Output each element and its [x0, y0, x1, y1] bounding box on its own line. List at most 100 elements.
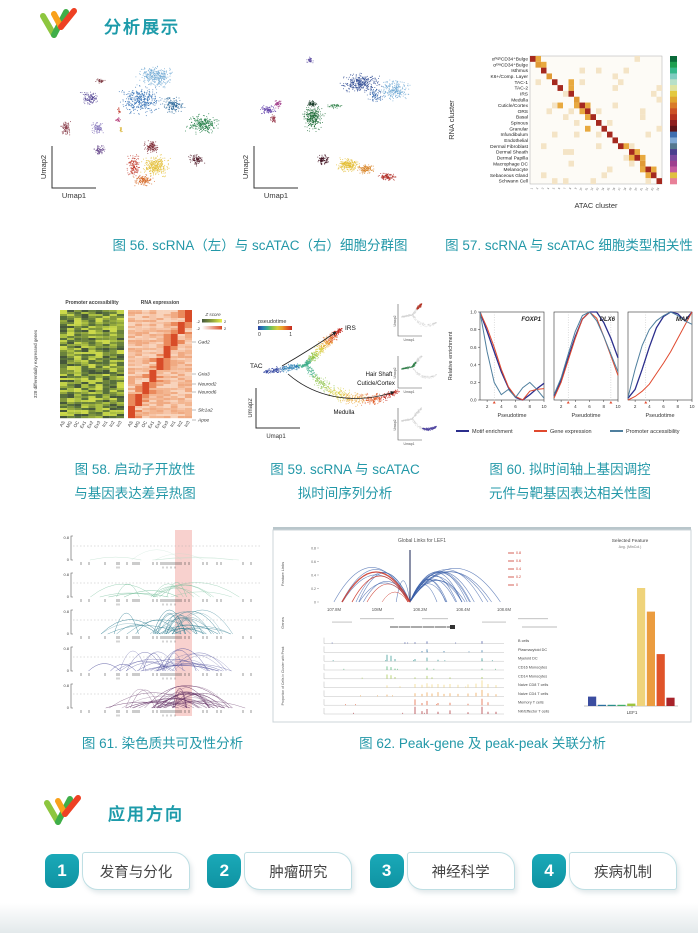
section-title-applications: 应用方向 — [108, 804, 184, 824]
svg-text:17: 17 — [617, 187, 622, 192]
application-number-badge: 1 — [45, 854, 79, 888]
caption-fig60-line2: 元件与靶基因表达相关性图 — [489, 486, 651, 501]
svg-text:IRS: IRS — [520, 91, 528, 97]
svg-text:In2: In2 — [108, 420, 116, 428]
application-item-1: 1 发育与分化 — [45, 852, 190, 890]
caption-fig59: 图 59. scRNA 与 scATAC 拟时间序列分析 — [255, 458, 435, 506]
svg-text:MG: MG — [65, 420, 73, 429]
brand-logo-icon — [40, 8, 77, 38]
svg-text:Macrophage DC: Macrophage DC — [493, 161, 528, 167]
svg-text:10: 10 — [578, 187, 583, 192]
application-item-2: 2 肿瘤研究 — [207, 852, 353, 890]
svg-text:Basal: Basal — [516, 115, 528, 121]
svg-text:8: 8 — [568, 187, 572, 190]
svg-text:Dermal Fibroblast: Dermal Fibroblast — [490, 144, 529, 150]
svg-text:23: 23 — [650, 187, 655, 192]
application-item-3: 3 神经科学 — [369, 852, 515, 890]
page-bottom-shade — [0, 903, 698, 933]
svg-text:Umap1: Umap1 — [264, 191, 288, 200]
caption-fig60: 图 60. 拟时间轴上基因调控 元件与靶基因表达相关性图 — [445, 458, 695, 506]
application-number-badge: 4 — [531, 854, 566, 888]
svg-text:ATAC cluster: ATAC cluster — [574, 201, 618, 210]
application-label: 疾病机制 — [568, 852, 677, 890]
section-header-analysis: 分析展示 — [38, 8, 180, 42]
svg-text:Ex2: Ex2 — [86, 420, 94, 430]
svg-text:Isthmus: Isthmus — [511, 68, 528, 74]
svg-text:αʰⁱᵍʰCD34⁺Bulge: αʰⁱᵍʰCD34⁺Bulge — [492, 57, 529, 63]
application-item-4: 4 疾病机制 — [531, 852, 677, 890]
svg-text:Cuticle/Cortex: Cuticle/Cortex — [498, 103, 529, 109]
svg-text:328 differentially expressed g: 328 differentially expressed genes — [33, 329, 38, 398]
svg-text:Schwann Cell: Schwann Cell — [499, 179, 528, 185]
svg-text:In3: In3 — [115, 420, 123, 428]
svg-text:7: 7 — [562, 187, 566, 190]
caption-fig62: 图 62. Peak-gene 及 peak-peak 关联分析 — [359, 736, 606, 751]
svg-text:1: 1 — [529, 187, 533, 190]
svg-text:21: 21 — [639, 187, 644, 192]
svg-text:Umap1: Umap1 — [62, 191, 86, 200]
fig61-coaccessibility-arcs: 0.800.800.800.800.80 — [63, 530, 261, 717]
svg-text:Spinous: Spinous — [511, 121, 529, 127]
svg-text:19: 19 — [628, 187, 633, 192]
svg-text:9: 9 — [573, 187, 577, 190]
svg-text:Melanocyte: Melanocyte — [503, 167, 528, 173]
application-label: 发育与分化 — [82, 852, 190, 890]
svg-text:AS: AS — [59, 420, 66, 428]
svg-text:3: 3 — [540, 187, 544, 190]
svg-text:RNA cluster: RNA cluster — [447, 100, 456, 140]
svg-text:Infundibulum: Infundibulum — [501, 132, 528, 138]
svg-text:22: 22 — [644, 187, 649, 192]
svg-text:In1: In1 — [101, 420, 109, 428]
svg-text:Umap2: Umap2 — [241, 155, 250, 179]
svg-text:18: 18 — [622, 187, 627, 192]
svg-text:ORS: ORS — [518, 109, 528, 115]
svg-text:TAC-2: TAC-2 — [514, 86, 528, 92]
caption-fig60-line1: 图 60. 拟时间轴上基因调控 — [489, 462, 651, 477]
svg-text:Sebaceous Gland: Sebaceous Gland — [490, 173, 528, 179]
fig58-diff-heatmap: 328 differentially expressed genes Promot… — [33, 300, 227, 430]
svg-text:TAC-1: TAC-1 — [514, 80, 528, 86]
svg-text:RNA expression: RNA expression — [141, 300, 179, 306]
caption-fig59-line2: 拟时间序列分析 — [297, 486, 393, 501]
fig56-umap-scrna: Umap1 Umap2 — [39, 65, 220, 200]
svg-text:5: 5 — [551, 187, 555, 190]
svg-text:Promoter accessibility: Promoter accessibility — [65, 300, 119, 306]
svg-text:16: 16 — [611, 187, 616, 192]
application-number-badge: 2 — [207, 854, 242, 888]
svg-text:2: 2 — [535, 187, 539, 190]
caption-fig56: 图 56. scRNA（左）与 scATAC（右）细胞分群图 — [112, 238, 408, 253]
section-header-applications: 应用方向 — [42, 795, 184, 829]
svg-text:Endothelial: Endothelial — [504, 138, 528, 144]
svg-text:Ex3: Ex3 — [93, 420, 101, 430]
fig57-correlation-heatmap: αʰⁱᵍʰCD34⁺BulgeαˡᵒʷCD34⁺BulgeIsthmusK6+/… — [447, 55, 677, 210]
svg-text:OC: OC — [72, 419, 80, 428]
svg-text:15: 15 — [606, 187, 611, 192]
svg-text:Medulla: Medulla — [511, 97, 528, 103]
svg-text:K6+/Comp. Layer: K6+/Comp. Layer — [491, 74, 529, 80]
application-list: 1 发育与分化 2 肿瘤研究 3 神经科学 4 疾病机制 — [45, 852, 677, 890]
svg-text:4: 4 — [546, 187, 550, 190]
svg-text:12: 12 — [589, 187, 594, 192]
fig56-umap-scatac: Umap1 Umap2 — [241, 56, 411, 200]
caption-fig57: 图 57. scRNA 与 scATAC 细胞类型相关性 — [445, 238, 693, 253]
caption-fig58: 图 58. 启动子开放性 与基因表达差异热图 — [40, 458, 230, 506]
application-label: 肿瘤研究 — [244, 852, 353, 890]
section-title-analysis: 分析展示 — [104, 17, 180, 37]
caption-fig59-line1: 图 59. scRNA 与 scATAC — [270, 462, 420, 477]
svg-text:Dermal Papilla: Dermal Papilla — [497, 155, 529, 161]
svg-text:20: 20 — [633, 187, 638, 192]
svg-text:Dermal Sheath: Dermal Sheath — [496, 150, 528, 156]
application-number-badge: 3 — [369, 854, 404, 888]
caption-fig58-line2: 与基因表达差异热图 — [74, 486, 196, 501]
application-label: 神经科学 — [406, 852, 515, 890]
caption-fig61: 图 61. 染色质共可及性分析 — [81, 736, 244, 751]
svg-text:Umap2: Umap2 — [39, 155, 48, 179]
svg-text:24: 24 — [655, 187, 660, 192]
svg-text:αˡᵒʷCD34⁺Bulge: αˡᵒʷCD34⁺Bulge — [493, 62, 528, 68]
brand-logo-icon — [44, 795, 81, 825]
svg-text:11: 11 — [584, 187, 589, 192]
svg-text:6: 6 — [557, 187, 561, 190]
